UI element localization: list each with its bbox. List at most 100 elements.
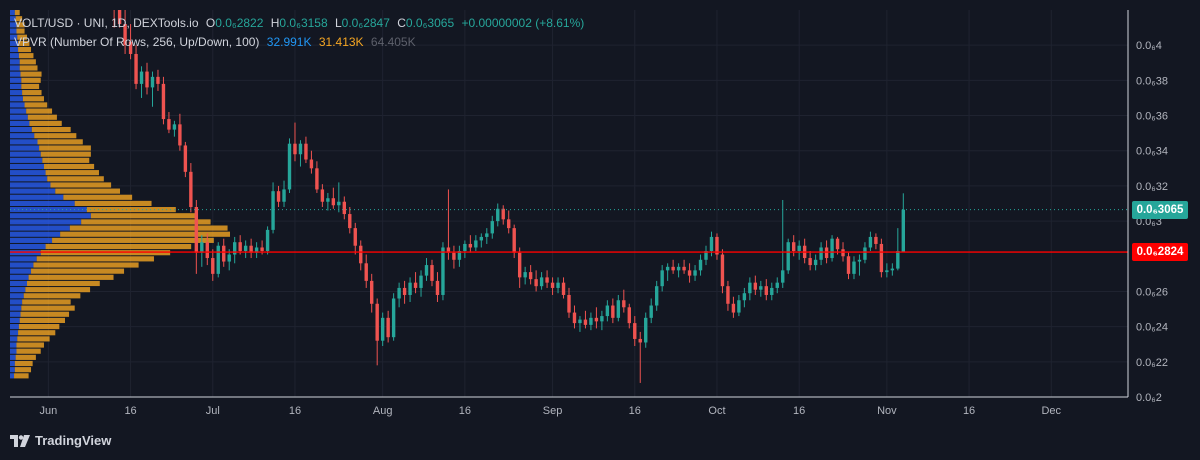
candle-body bbox=[167, 119, 171, 130]
tradingview-brand[interactable]: TradingView bbox=[10, 433, 111, 448]
volume-profile-down-bar bbox=[24, 102, 48, 108]
candle-body bbox=[764, 286, 768, 295]
candle-body bbox=[671, 266, 675, 271]
candle-body bbox=[819, 247, 823, 260]
candle-body bbox=[594, 317, 599, 322]
volume-profile-up-bar bbox=[10, 139, 38, 145]
candle-body bbox=[687, 270, 692, 276]
volume-profile-up-bar bbox=[10, 126, 32, 133]
volume-profile-down-bar bbox=[16, 348, 41, 354]
candle-body bbox=[441, 247, 445, 295]
volume-profile-up-bar bbox=[10, 360, 15, 367]
candle-body bbox=[112, 10, 116, 11]
ohlc-legend: VOLT/USD · UNI, 1D, DEXTools.io O0.0₆282… bbox=[14, 16, 584, 30]
candle-body bbox=[808, 258, 812, 266]
candle-body bbox=[468, 243, 473, 248]
candle-body bbox=[402, 287, 407, 295]
x-tick-label: 16 bbox=[963, 405, 975, 417]
volume-profile-up-bar bbox=[10, 243, 46, 250]
brand-name: TradingView bbox=[35, 433, 112, 448]
vpvr-legend: VPVR (Number Of Rows, 256, Up/Down, 100)… bbox=[14, 35, 416, 49]
candle-body bbox=[813, 259, 818, 266]
volume-profile-up-bar bbox=[10, 200, 75, 207]
red-line-price-tag[interactable]: 0.0₆2824 bbox=[1132, 243, 1188, 262]
volume-profile-up-bar bbox=[10, 151, 41, 157]
volume-profile-up-bar bbox=[10, 90, 23, 96]
candle-body bbox=[156, 76, 160, 84]
volume-profile-up-bar bbox=[10, 34, 18, 40]
candle-body bbox=[139, 71, 144, 84]
volume-profile-down-bar bbox=[14, 367, 32, 373]
volume-profile-up-bar bbox=[10, 188, 56, 194]
candle-body bbox=[874, 236, 878, 244]
x-tick-label: 16 bbox=[793, 405, 805, 417]
candle-body bbox=[852, 261, 856, 274]
volume-profile-down-bar bbox=[36, 256, 154, 262]
close-label: C bbox=[397, 16, 406, 30]
volume-profile-down-bar bbox=[27, 114, 57, 120]
candle-body bbox=[276, 191, 281, 202]
candle-body bbox=[337, 201, 341, 206]
volume-profile-down-bar bbox=[16, 22, 25, 28]
volume-profile-down-bar bbox=[37, 139, 83, 145]
candle-body bbox=[737, 300, 741, 313]
x-tick-label: Sep bbox=[543, 405, 563, 417]
candle-body bbox=[496, 208, 500, 222]
volume-profile-down-bar bbox=[15, 16, 23, 22]
volume-profile-up-bar bbox=[10, 170, 46, 176]
volume-profile-up-bar bbox=[10, 225, 70, 231]
candle-body bbox=[189, 171, 193, 208]
candle-body bbox=[183, 145, 188, 172]
candle-body bbox=[501, 208, 505, 220]
candle-body bbox=[616, 300, 621, 318]
volume-profile-up-bar bbox=[10, 102, 25, 108]
volume-profile-down-bar bbox=[14, 10, 20, 16]
candle-body bbox=[550, 282, 555, 288]
candle-body bbox=[485, 233, 489, 237]
close-value: 0.0₆3065 bbox=[405, 16, 455, 30]
volume-profile-down-bar bbox=[18, 40, 30, 46]
volume-profile-up-bar bbox=[10, 280, 27, 287]
candle-body bbox=[583, 319, 588, 325]
volume-profile-down-bar bbox=[69, 225, 228, 231]
volume-profile-down-bar bbox=[63, 194, 133, 200]
candle-body bbox=[446, 247, 451, 253]
volume-profile-down-bar bbox=[29, 120, 62, 126]
candle-body bbox=[424, 265, 429, 276]
symbol-label[interactable]: VOLT/USD · UNI, 1D, DEXTools.io bbox=[14, 16, 199, 30]
y-tick-label: 0.0₆34 bbox=[1136, 146, 1168, 158]
candle-body bbox=[885, 270, 889, 273]
candle-body bbox=[879, 243, 884, 273]
volume-profile-down-bar bbox=[18, 330, 56, 336]
candle-body bbox=[863, 247, 867, 260]
volume-profile-down-bar bbox=[90, 213, 197, 219]
candle-body bbox=[753, 282, 758, 290]
volume-profile-up-bar bbox=[10, 348, 17, 354]
candle-body bbox=[145, 71, 149, 88]
candle-body bbox=[194, 207, 199, 253]
volume-profile-up-bar bbox=[10, 59, 20, 65]
candle-body bbox=[430, 265, 434, 281]
volume-profile-up-bar bbox=[10, 163, 44, 170]
candle-body bbox=[293, 143, 297, 155]
volume-profile-up-bar bbox=[10, 207, 87, 213]
candle-body bbox=[868, 236, 873, 248]
candle-body bbox=[397, 287, 401, 299]
volume-profile-down-bar bbox=[47, 176, 104, 182]
x-tick-label: Jun bbox=[39, 405, 57, 417]
volume-profile-up-bar bbox=[10, 311, 21, 317]
candle-body bbox=[824, 247, 829, 259]
candle-body bbox=[649, 305, 653, 318]
candle-body bbox=[238, 242, 242, 251]
candle-body bbox=[715, 236, 719, 255]
y-tick-label: 0.0₆36 bbox=[1136, 111, 1168, 123]
candle-body bbox=[567, 294, 571, 313]
x-tick-label: 16 bbox=[629, 405, 641, 417]
volume-profile-up-bar bbox=[10, 317, 20, 323]
candle-body bbox=[161, 83, 166, 120]
volume-profile-down-bar bbox=[52, 237, 214, 243]
vpvr-label[interactable]: VPVR (Number Of Rows, 256, Up/Down, 100) bbox=[14, 35, 260, 49]
candle-body bbox=[375, 303, 379, 341]
